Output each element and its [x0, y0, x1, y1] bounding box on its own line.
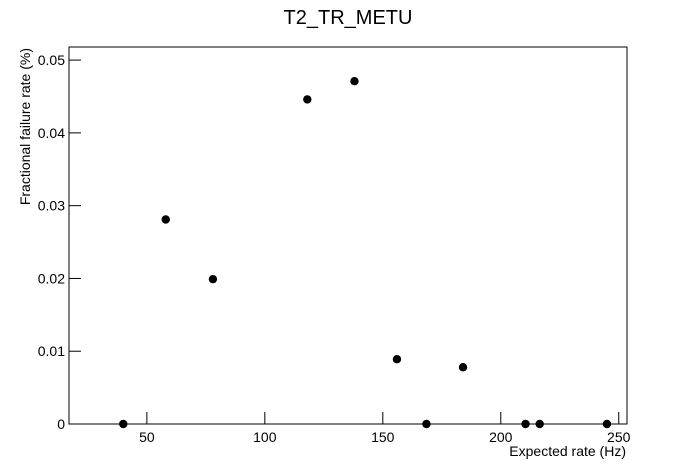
y-tick-label: 0.02	[38, 270, 65, 286]
x-tick-label: 200	[489, 429, 513, 445]
plot-frame	[68, 46, 628, 425]
x-axis-label: Expected rate (Hz)	[509, 443, 626, 459]
point	[458, 363, 468, 372]
x-tick-label: 50	[139, 429, 155, 445]
x-tick-label: 100	[253, 429, 277, 445]
y-tick-label: 0	[57, 416, 65, 432]
point	[208, 274, 218, 284]
point	[535, 419, 544, 429]
point	[602, 419, 612, 429]
x-tick-label: 250	[607, 429, 631, 445]
y-tick-label: 0.04	[38, 125, 65, 141]
point	[161, 215, 170, 224]
y-tick-label: 0.03	[38, 198, 65, 214]
y-tick-label: 0.01	[38, 343, 65, 359]
chart-title: T2_TR_METU	[284, 7, 413, 29]
x-tick-label: 150	[371, 429, 395, 445]
point	[350, 77, 359, 86]
y-tick-label: 0.05	[38, 52, 65, 68]
y-axis-label: Fractional failure rate (%)	[17, 48, 33, 205]
point	[422, 419, 431, 429]
point	[119, 419, 128, 429]
point	[392, 355, 402, 364]
point	[303, 95, 312, 104]
point	[521, 419, 530, 429]
